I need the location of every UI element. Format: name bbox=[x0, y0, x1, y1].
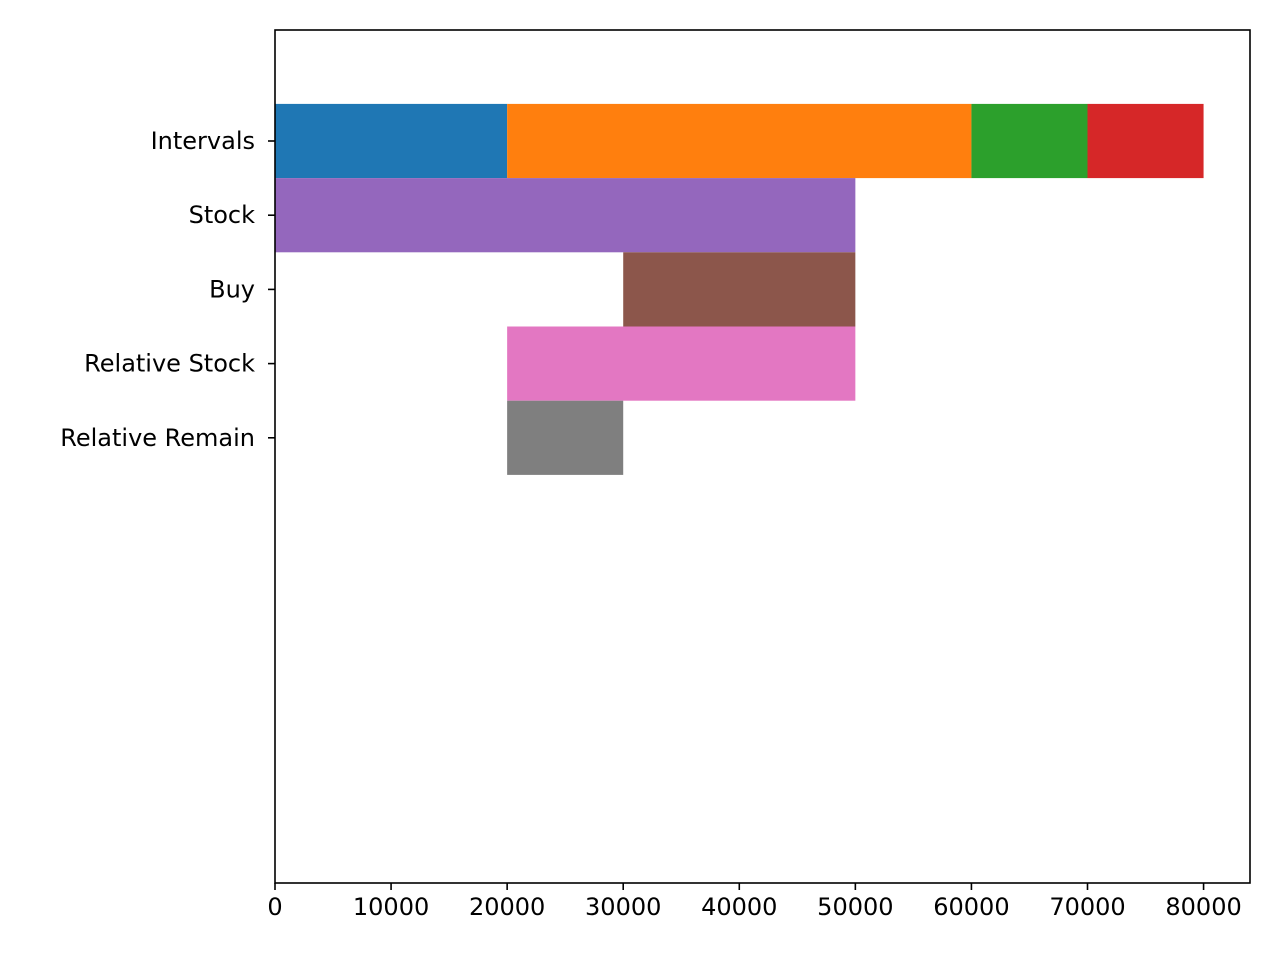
bar-intervals-1 bbox=[507, 103, 972, 179]
x-axis: 0 10000 20000 30000 40000 50000 60000 70000 8000… bbox=[267, 883, 1242, 921]
bar-stock-4 bbox=[275, 178, 856, 253]
x-tick-label-0: 0 bbox=[267, 893, 282, 921]
x-tick-label-50000: 50000 bbox=[817, 893, 893, 921]
bar-intervals-3 bbox=[1087, 103, 1204, 179]
bar-relative-stock-6 bbox=[507, 326, 856, 401]
y-tick-label-stock: Stock bbox=[189, 201, 256, 229]
x-tick-label-70000: 70000 bbox=[1049, 893, 1125, 921]
bar-relative-remain-7 bbox=[507, 400, 624, 475]
x-tick-label-10000: 10000 bbox=[353, 893, 429, 921]
y-tick-label-buy: Buy bbox=[209, 275, 255, 303]
y-tick-label-relative-stock: Relative Stock bbox=[84, 350, 255, 378]
bar-buy-5 bbox=[623, 252, 856, 327]
plot-frame bbox=[274, 29, 1251, 884]
x-tick-label-30000: 30000 bbox=[585, 893, 661, 921]
y-axis: Intervals Stock Buy Relative Stock Relative … bbox=[60, 127, 275, 452]
bar-intervals-2 bbox=[971, 103, 1088, 179]
x-tick-label-40000: 40000 bbox=[701, 893, 777, 921]
y-tick-label-intervals: Intervals bbox=[151, 127, 255, 155]
bars-layer bbox=[275, 103, 1204, 475]
x-tick-label-60000: 60000 bbox=[933, 893, 1009, 921]
x-tick-label-20000: 20000 bbox=[469, 893, 545, 921]
x-tick-label-80000: 80000 bbox=[1165, 893, 1241, 921]
y-tick-label-relative-remain: Relative Remain bbox=[60, 424, 255, 452]
bar-intervals-0 bbox=[275, 103, 508, 179]
